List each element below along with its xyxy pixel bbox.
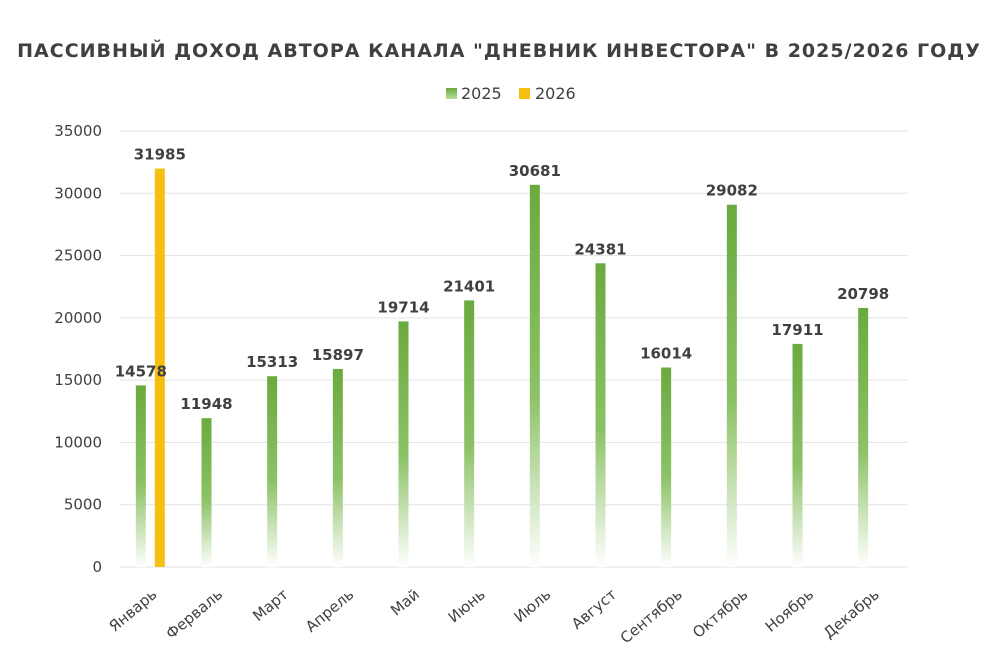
data-label-2026: 31985: [134, 146, 186, 164]
x-tick-label: Декабрь: [820, 585, 883, 642]
x-tick-label: Ноябрь: [762, 585, 817, 635]
x-tick-label: Апрель: [302, 585, 357, 636]
bar-2025: [398, 321, 409, 567]
bar-2025: [464, 300, 475, 567]
data-label-2025: 20798: [837, 285, 889, 303]
data-label-2025: 11948: [180, 395, 232, 413]
y-tick-label: 30000: [54, 184, 102, 202]
x-axis-ticks: Январь Ферваль Март Апрель Май Июнь Июль Август…: [105, 585, 882, 647]
bar-2025: [661, 367, 672, 567]
y-tick-label: 5000: [64, 496, 102, 514]
data-label-2025: 14578: [115, 362, 167, 380]
x-tick-label: Ферваль: [162, 585, 226, 643]
bar-2025: [858, 307, 869, 567]
bar-2025: [595, 263, 606, 567]
data-label-2025: 30681: [509, 162, 561, 180]
bar-2025: [332, 368, 343, 567]
bar-2025: [792, 343, 803, 567]
data-label-2025: 15313: [246, 353, 298, 371]
x-tick-label: Октябрь: [689, 585, 751, 641]
bar-2025: [529, 184, 540, 567]
x-tick-label: Июль: [510, 585, 554, 626]
data-label-2025: 29082: [706, 182, 758, 200]
data-label-2025: 21401: [443, 277, 495, 295]
x-tick-label: Август: [568, 585, 620, 633]
data-label-2025: 19714: [377, 298, 429, 316]
data-labels: 14578 31985 11948 15313 15897 19714 21401 30681…: [115, 146, 890, 414]
bar-2026: [154, 168, 165, 567]
data-label-2025: 17911: [771, 321, 823, 339]
chart-title: ПАССИВНЫЙ ДОХОД АВТОРА КАНАЛА "ДНЕВНИК И…: [17, 39, 981, 62]
bar-2025: [201, 418, 212, 567]
bar-2025: [267, 376, 278, 567]
data-label-2025: 15897: [312, 346, 364, 364]
y-axis-ticks: 0 5000 10000 15000 20000 25000 30000 35000: [54, 122, 102, 576]
gridlines: [120, 130, 908, 568]
x-tick-label: Январь: [105, 585, 160, 635]
legend-label-2025: 2025: [461, 84, 502, 103]
x-tick-label: Май: [387, 585, 423, 619]
y-tick-label: 0: [92, 558, 102, 576]
legend: 2025 2026: [446, 84, 576, 103]
y-tick-label: 15000: [54, 371, 102, 389]
x-tick-label: Июнь: [445, 585, 489, 626]
y-tick-label: 25000: [54, 247, 102, 265]
bars: [135, 168, 869, 567]
data-label-2025: 16014: [640, 345, 692, 363]
bar-2025: [726, 204, 737, 567]
y-tick-label: 35000: [54, 122, 102, 140]
legend-swatch-2026: [519, 88, 530, 99]
x-tick-label: Сентябрь: [617, 585, 686, 647]
y-tick-label: 20000: [54, 309, 102, 327]
data-label-2025: 24381: [574, 240, 626, 258]
x-tick-label: Март: [249, 585, 292, 625]
legend-swatch-2025: [446, 88, 457, 99]
bar-2025: [135, 385, 146, 567]
y-tick-label: 10000: [54, 433, 102, 451]
legend-label-2026: 2026: [535, 84, 576, 103]
